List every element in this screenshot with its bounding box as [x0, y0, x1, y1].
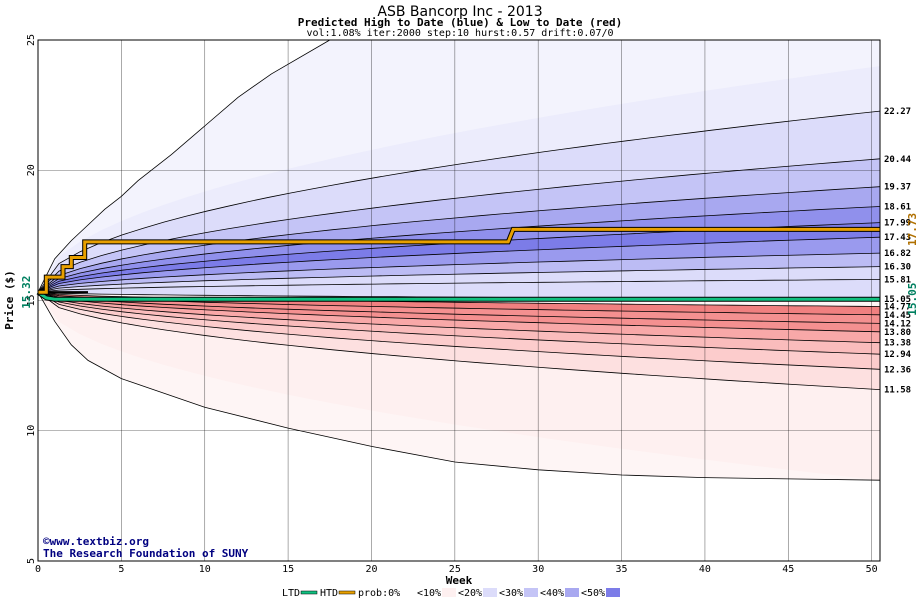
legend-item-3: <10%	[417, 588, 456, 599]
x-tick-label-25: 25	[449, 564, 461, 575]
ltd-end-label: 15.05	[906, 283, 919, 316]
percentile-line-1	[37, 158, 881, 293]
credit-line-1: ©www.textbiz.org	[43, 535, 149, 548]
end-label-13: 13.80	[884, 328, 911, 338]
end-label-15: 12.94	[884, 350, 912, 360]
plot-area: 0 5 10 15 20 25 30 35 40 45 5051015202522.2720.441…	[20, 34, 919, 575]
y-tick-label-15: 15	[26, 294, 37, 306]
percentile-line-8	[37, 279, 881, 293]
x-tick-label-30: 30	[532, 564, 544, 575]
percentile-line-7	[37, 266, 881, 293]
legend-label-4: <20%	[458, 588, 482, 599]
percentile-line-17	[37, 291, 881, 390]
legend-line-1	[338, 590, 356, 595]
htd-line	[38, 227, 880, 294]
legend-label-5: <30%	[499, 588, 523, 599]
end-label-8: 15.81	[884, 275, 911, 285]
outer-high-line	[37, 39, 331, 293]
percentile-line-0	[37, 110, 881, 293]
percentile-line-6	[37, 252, 881, 293]
y-tick-label-25: 25	[26, 34, 37, 46]
end-label-9: 15.05	[884, 295, 911, 305]
percentile-line-15	[37, 291, 881, 355]
x-tick-label-45: 45	[782, 564, 794, 575]
x-axis-label: Week	[446, 574, 473, 587]
plot-frame	[37, 39, 881, 562]
end-label-4: 17.99	[884, 219, 911, 229]
start-price-label: 15.32	[20, 276, 33, 309]
legend-swatch-3	[442, 588, 456, 597]
legend-swatch-7	[606, 588, 620, 597]
legend-item-0: LTD	[282, 588, 318, 599]
legend-swatch-5	[524, 588, 538, 597]
legend-item-4: <20%	[458, 588, 497, 599]
band-13	[38, 292, 880, 370]
legend-swatch-2	[401, 588, 415, 597]
y-tick-label-10: 10	[26, 425, 37, 437]
percentile-line-13	[37, 291, 881, 333]
end-label-7: 16.30	[884, 263, 911, 273]
legend-swatch-6	[565, 588, 579, 597]
chart-title: ASB Bancorp Inc - 2013	[377, 4, 542, 20]
end-label-14: 13.38	[884, 339, 911, 349]
end-label-16: 12.36	[884, 365, 911, 375]
y-tick-label-5: 5	[26, 558, 37, 564]
end-label-3: 18.61	[884, 202, 911, 212]
end-label-17: 11.58	[884, 386, 911, 396]
legend-item-1: HTD	[320, 588, 356, 599]
band-12	[38, 292, 880, 355]
legend-label-0: LTD	[282, 588, 300, 599]
x-tick-label-50: 50	[866, 564, 878, 575]
x-tick-label-0: 0	[35, 564, 41, 575]
end-label-1: 20.44	[884, 155, 912, 165]
percentile-line-5	[37, 236, 881, 293]
legend-item-7: <50%	[581, 588, 620, 599]
percentile-line-12	[37, 291, 881, 324]
legend-label-6: <40%	[540, 588, 564, 599]
percentile-line-16	[37, 291, 881, 370]
legend-item-2: prob:0%	[358, 588, 415, 599]
end-label-10: 14.77	[884, 302, 911, 312]
percentile-line-2	[37, 186, 881, 293]
chart-params: vol:1.08% iter:2000 step:10 hurst:0.57 d…	[306, 28, 613, 39]
percentile-line-14	[37, 291, 881, 344]
outer-low-line	[37, 292, 881, 481]
htd-end-label: 17.73	[906, 213, 919, 246]
y-tick-label-20: 20	[26, 164, 37, 176]
x-tick-label-20: 20	[365, 564, 377, 575]
x-tick-label-40: 40	[699, 564, 711, 575]
end-label-0: 22.27	[884, 107, 911, 117]
legend: LTD HTD prob:0% <10% <20% <30% <40% <50%	[282, 588, 620, 599]
end-label-12: 14.12	[884, 319, 911, 329]
x-tick-label-10: 10	[199, 564, 211, 575]
band-10	[38, 292, 880, 332]
end-label-5: 17.43	[884, 233, 911, 243]
legend-item-6: <40%	[540, 588, 579, 599]
legend-item-5: <30%	[499, 588, 538, 599]
legend-label-3: <10%	[417, 588, 441, 599]
legend-swatch-4	[483, 588, 497, 597]
x-tick-label-15: 15	[282, 564, 294, 575]
legend-label-1: HTD	[320, 588, 338, 599]
legend-label-7: <50%	[581, 588, 605, 599]
x-tick-label-5: 5	[118, 564, 124, 575]
percentile-line-3	[37, 206, 881, 293]
ltd-line	[37, 290, 880, 301]
legend-label-2: prob:0%	[358, 588, 400, 599]
band-15	[38, 292, 880, 481]
band-11	[38, 292, 880, 343]
end-label-6: 16.82	[884, 249, 911, 259]
x-tick-label-35: 35	[616, 564, 628, 575]
y-axis-label: Price ($)	[3, 270, 16, 330]
legend-line-0	[300, 590, 318, 595]
end-label-2: 19.37	[884, 183, 911, 193]
band-14	[38, 292, 880, 390]
end-label-11: 14.45	[884, 311, 911, 321]
credit-line-2: The Research Foundation of SUNY	[43, 547, 249, 560]
chart-subtitle: Predicted High to Date (blue) & Low to D…	[298, 16, 623, 29]
